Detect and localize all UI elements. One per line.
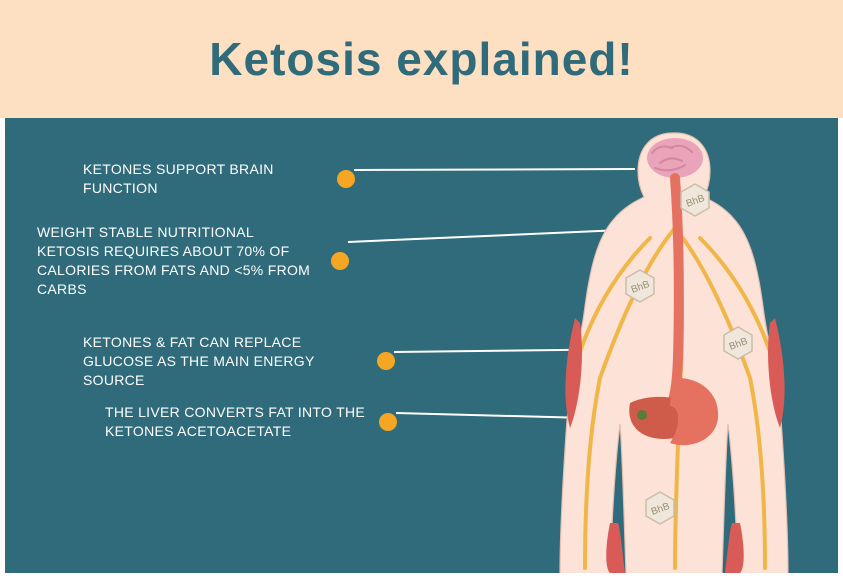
bhb-hex-icon: BhB <box>626 270 654 302</box>
page-title: Ketosis explained! <box>209 32 633 86</box>
main-panel: KETONES SUPPORT BRAIN FUNCTION WEIGHT ST… <box>5 118 838 573</box>
bullet-icon <box>331 252 349 270</box>
bullet-icon <box>377 352 395 370</box>
callout: KETONES & FAT CAN REPLACE GLUCOSE AS THE… <box>83 333 403 390</box>
callout-text: KETONES SUPPORT BRAIN FUNCTION <box>83 160 337 198</box>
bhb-hex-icon: BhB <box>646 492 674 524</box>
gallbladder-icon <box>637 410 647 420</box>
anatomy-figure: BhB BhB BhB BhB <box>530 128 820 573</box>
callout: THE LIVER CONVERTS FAT INTO THE KETONES … <box>105 403 405 441</box>
bullet-icon <box>337 170 355 188</box>
callout-text: KETONES & FAT CAN REPLACE GLUCOSE AS THE… <box>83 333 377 390</box>
header: Ketosis explained! <box>0 0 843 118</box>
callout: KETONES SUPPORT BRAIN FUNCTION <box>83 160 363 198</box>
bullet-icon <box>379 413 397 431</box>
callout: WEIGHT STABLE NUTRITIONAL KETOSIS REQUIR… <box>37 223 357 299</box>
callout-text: WEIGHT STABLE NUTRITIONAL KETOSIS REQUIR… <box>37 223 331 299</box>
bhb-hex-icon: BhB <box>724 327 752 359</box>
bhb-hex-icon: BhB <box>681 184 709 216</box>
muscle-icon <box>606 523 625 573</box>
callout-text: THE LIVER CONVERTS FAT INTO THE KETONES … <box>105 403 379 441</box>
muscle-icon <box>725 523 744 573</box>
